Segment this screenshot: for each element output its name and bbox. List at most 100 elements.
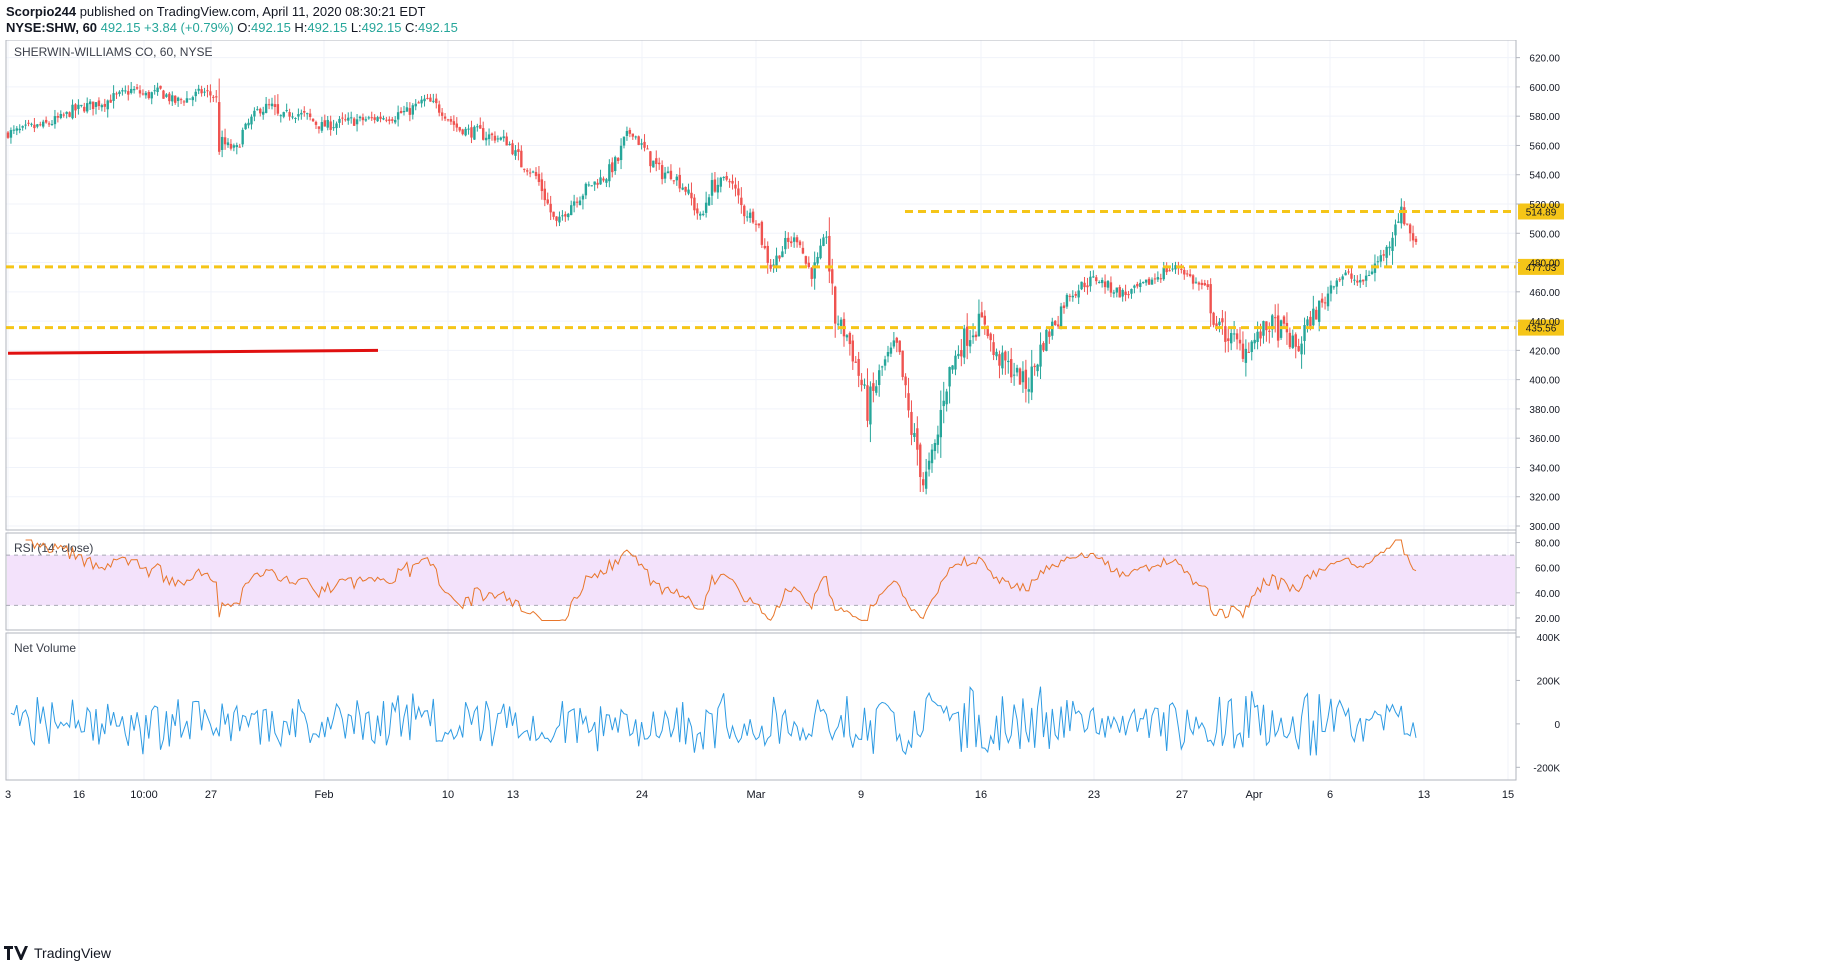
candle-body <box>1232 333 1236 335</box>
candle-body <box>226 142 230 146</box>
candle-body <box>886 352 890 357</box>
candle <box>1188 269 1192 278</box>
price-tick-label: 340.00 <box>1529 463 1560 474</box>
candle-body <box>836 323 840 325</box>
candle-body <box>270 103 274 107</box>
candle-body <box>857 358 860 376</box>
chart-area[interactable]: SHERWIN-WILLIAMS CO, 60, NYSE 514.89 477.… <box>0 40 1828 940</box>
candle-body <box>658 162 661 165</box>
candle <box>194 88 197 102</box>
candle-body <box>215 96 218 98</box>
candle-body <box>570 205 573 216</box>
candle-body <box>930 449 934 464</box>
candle <box>176 96 180 107</box>
candle-body <box>332 127 335 129</box>
candle-body <box>39 124 42 126</box>
candle-body <box>675 176 678 181</box>
candle-body <box>880 366 884 368</box>
candle <box>643 134 646 152</box>
candle-body <box>616 158 620 161</box>
candle-body <box>593 181 596 185</box>
candle-body <box>367 117 370 119</box>
candle <box>895 336 898 353</box>
candle <box>561 210 564 221</box>
candle-body <box>1218 321 1221 326</box>
candle <box>467 124 470 135</box>
candle-body <box>731 180 734 184</box>
candle-body <box>12 129 16 131</box>
candle <box>30 122 33 127</box>
rsi-indicator[interactable] <box>6 539 1516 622</box>
footer-brand[interactable]: TradingView <box>34 945 112 961</box>
net-volume-indicator[interactable] <box>10 686 1417 756</box>
candle-body <box>778 255 781 259</box>
price-tick-label: 540.00 <box>1529 171 1560 182</box>
candle <box>344 114 347 122</box>
candle-body <box>924 471 928 489</box>
candlestick-series[interactable] <box>6 78 1418 495</box>
candle <box>367 115 370 120</box>
candle <box>907 377 910 418</box>
candle <box>273 95 277 116</box>
candle <box>1048 327 1051 344</box>
candle-body <box>62 114 65 116</box>
candle <box>995 348 998 361</box>
candle-body <box>1171 268 1174 270</box>
candle-body <box>464 128 467 136</box>
candle-body <box>1244 348 1248 363</box>
candle <box>1232 320 1236 342</box>
candle-body <box>1162 267 1165 280</box>
candle <box>153 85 156 95</box>
price-axis[interactable]: 620.00 600.00 580.00 560.00 540.00 520.00 500.… <box>1515 40 1560 780</box>
candle-body <box>728 181 731 183</box>
candle-body <box>578 200 582 206</box>
candle-body <box>622 136 626 146</box>
candle-body <box>754 223 758 225</box>
candle-body <box>147 91 150 99</box>
candle <box>276 94 280 116</box>
support-resistance-levels[interactable]: 514.89 477.03 435.56 <box>6 203 1564 336</box>
tradingview-logo-icon[interactable] <box>4 946 28 960</box>
candle-body <box>144 92 148 96</box>
candle <box>514 145 517 160</box>
symbol: NYSE:SHW, 60 <box>6 20 98 35</box>
published-info: published on TradingView.com, April 11, … <box>76 4 426 19</box>
time-axis[interactable]: 3 16 10:00 27 Feb 10 13 24 Mar 9 16 23 27 Apr 6 13 15 <box>5 779 1516 801</box>
candle-body <box>1147 278 1151 285</box>
candle <box>1262 320 1265 344</box>
candle-body <box>162 90 165 99</box>
candle <box>754 220 758 232</box>
candle <box>33 117 36 133</box>
candle-body <box>344 119 347 121</box>
candle <box>1332 285 1336 290</box>
candle <box>36 123 39 129</box>
candle-body <box>399 111 403 113</box>
trendline[interactable] <box>7 348 379 355</box>
candle <box>171 91 174 106</box>
candle-body <box>212 96 215 98</box>
candle-body <box>1118 287 1121 298</box>
candle-body <box>1127 294 1130 296</box>
publisher-name[interactable]: Scorpio244 <box>6 4 77 19</box>
candle-body <box>989 333 992 341</box>
candle-body <box>1068 295 1072 297</box>
candle-body <box>191 97 194 101</box>
candle-body <box>232 145 236 148</box>
candle <box>1118 284 1121 298</box>
candle-body <box>373 117 376 120</box>
candle-body <box>200 89 203 94</box>
candle <box>1294 332 1297 359</box>
candle-body <box>898 340 901 353</box>
candle-body <box>414 103 417 107</box>
candle <box>534 167 538 180</box>
candle <box>215 90 218 103</box>
candle-body <box>1215 323 1218 327</box>
candle-body <box>223 137 227 145</box>
candle <box>801 241 805 255</box>
candle-body <box>1089 276 1092 287</box>
rsi-tick-label: 20.00 <box>1535 614 1560 625</box>
candle-body <box>121 90 124 92</box>
candle-body <box>716 184 720 193</box>
candle-body <box>1256 331 1259 343</box>
candle-body <box>769 264 772 269</box>
